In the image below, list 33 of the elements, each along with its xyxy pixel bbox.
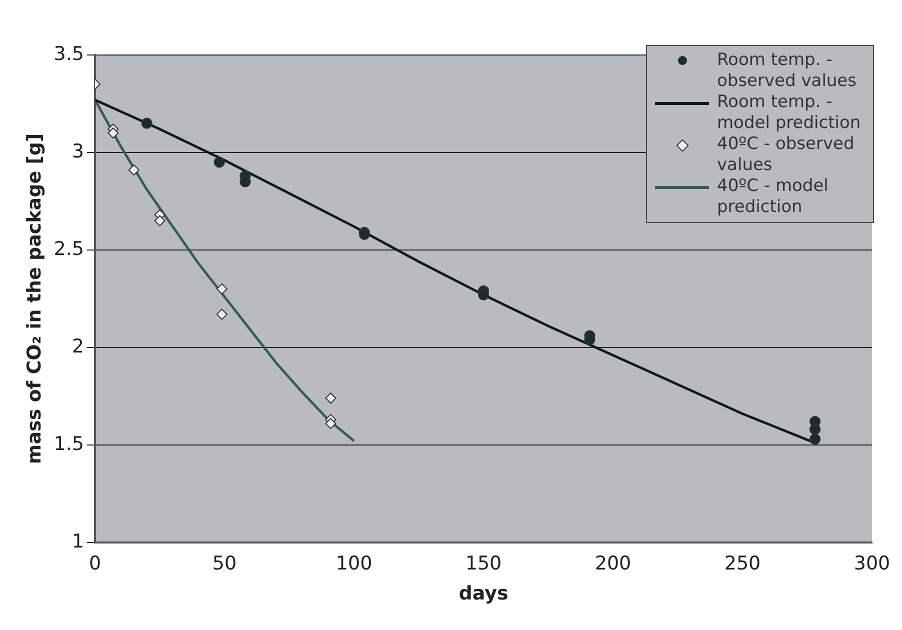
- x-tick-label: 200: [594, 552, 632, 575]
- y-tick-label: 3: [72, 140, 84, 162]
- point: [325, 418, 336, 429]
- point: [141, 118, 152, 129]
- point: [214, 156, 225, 168]
- x-tick-label: 150: [465, 552, 502, 575]
- point: [240, 176, 251, 188]
- point: [325, 392, 336, 404]
- point: [128, 164, 140, 176]
- point: [154, 215, 166, 226]
- x-tick-label: 100: [336, 552, 372, 575]
- legend-label: Room temp. - model prediction: [717, 92, 862, 134]
- y-tick-label: 2: [72, 335, 84, 358]
- y-tick-label: 3.5: [54, 42, 84, 65]
- x-tick-label: 300: [854, 552, 890, 575]
- y-tick-label: 1.5: [54, 432, 84, 455]
- point: [584, 334, 596, 346]
- x-tick-label: 50: [212, 552, 237, 575]
- y-axis-title: mass of CO₂ in the package [g]: [23, 133, 46, 464]
- x-tick-label: 250: [724, 552, 761, 575]
- y-tick-label: 1: [72, 530, 84, 552]
- point: [216, 308, 228, 320]
- point: [810, 434, 821, 445]
- x-axis-title: days: [458, 582, 508, 605]
- point: [216, 283, 228, 294]
- legend-label: 40ºC - model prediction: [717, 176, 830, 218]
- legend-label: Room temp. - observed values: [717, 50, 858, 92]
- point: [108, 127, 119, 138]
- point: [810, 424, 821, 435]
- point: [478, 289, 490, 300]
- legend-label: 40ºC - observed values: [717, 134, 856, 176]
- x-tick-label: 0: [88, 552, 102, 575]
- y-tick-label: 2.5: [54, 238, 84, 260]
